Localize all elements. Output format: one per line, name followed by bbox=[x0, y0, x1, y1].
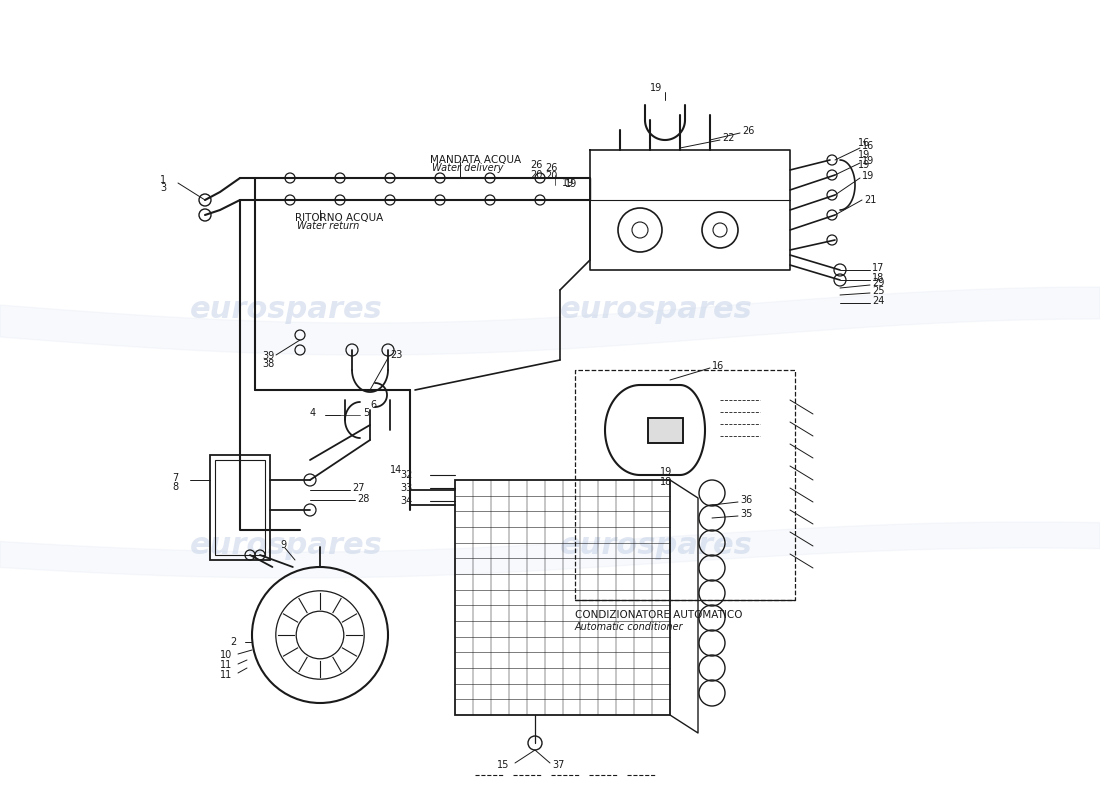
Text: 20: 20 bbox=[530, 170, 542, 180]
Text: 39: 39 bbox=[262, 351, 274, 361]
Text: 27: 27 bbox=[352, 483, 364, 493]
Text: 38: 38 bbox=[262, 359, 274, 369]
Text: 6: 6 bbox=[370, 400, 376, 410]
Text: 17: 17 bbox=[872, 263, 884, 273]
Text: 7: 7 bbox=[172, 473, 178, 483]
Text: 19: 19 bbox=[862, 171, 874, 181]
Text: 11: 11 bbox=[220, 670, 232, 680]
Text: CONDIZIONATORE AUTOMATICO: CONDIZIONATORE AUTOMATICO bbox=[575, 610, 743, 620]
Text: 19: 19 bbox=[858, 150, 870, 160]
Text: eurospares: eurospares bbox=[190, 530, 383, 559]
Text: 18: 18 bbox=[660, 477, 672, 487]
Text: 11: 11 bbox=[220, 660, 232, 670]
Text: 21: 21 bbox=[864, 195, 877, 205]
Text: 18: 18 bbox=[872, 273, 884, 283]
Text: 26: 26 bbox=[544, 163, 558, 173]
Bar bbox=[214, 460, 265, 555]
Text: 19: 19 bbox=[565, 179, 578, 189]
Bar bbox=[455, 480, 670, 715]
Text: 19: 19 bbox=[562, 178, 574, 188]
Text: 22: 22 bbox=[722, 133, 735, 143]
Text: 36: 36 bbox=[740, 495, 752, 505]
Text: 1: 1 bbox=[160, 175, 166, 185]
Text: 29: 29 bbox=[872, 278, 884, 288]
Text: 8: 8 bbox=[172, 482, 178, 492]
Text: 3: 3 bbox=[160, 183, 166, 193]
Text: 16: 16 bbox=[862, 141, 874, 151]
Text: 35: 35 bbox=[740, 509, 752, 519]
Text: 20: 20 bbox=[544, 171, 558, 181]
Text: 19: 19 bbox=[862, 156, 874, 166]
Text: 9: 9 bbox=[280, 540, 286, 550]
Text: 16: 16 bbox=[858, 138, 870, 148]
Text: eurospares: eurospares bbox=[190, 295, 383, 325]
Text: 32: 32 bbox=[400, 470, 412, 480]
Text: Water delivery: Water delivery bbox=[432, 163, 504, 173]
Text: 4: 4 bbox=[310, 408, 316, 418]
Text: Water return: Water return bbox=[297, 221, 360, 231]
Text: RITORNO ACQUA: RITORNO ACQUA bbox=[295, 213, 383, 223]
Text: 16: 16 bbox=[712, 361, 724, 371]
Text: eurospares: eurospares bbox=[560, 295, 752, 325]
Text: 19: 19 bbox=[650, 83, 662, 93]
Text: 25: 25 bbox=[872, 286, 884, 296]
Text: 19: 19 bbox=[660, 467, 672, 477]
Text: 5: 5 bbox=[363, 408, 370, 418]
Text: 19: 19 bbox=[858, 160, 870, 170]
Bar bbox=[210, 455, 270, 560]
Text: 26: 26 bbox=[742, 126, 755, 136]
Text: 33: 33 bbox=[400, 483, 412, 493]
Text: MANDATA ACQUA: MANDATA ACQUA bbox=[430, 155, 521, 165]
Text: 23: 23 bbox=[390, 350, 403, 360]
Text: 26: 26 bbox=[530, 160, 542, 170]
Bar bbox=[648, 418, 683, 443]
Text: eurospares: eurospares bbox=[560, 530, 752, 559]
Text: 34: 34 bbox=[400, 496, 412, 506]
Text: Automatic conditioner: Automatic conditioner bbox=[575, 622, 683, 632]
Text: 37: 37 bbox=[552, 760, 564, 770]
Text: 14: 14 bbox=[390, 465, 403, 475]
Text: 28: 28 bbox=[358, 494, 370, 504]
Text: 15: 15 bbox=[497, 760, 509, 770]
Text: 24: 24 bbox=[872, 296, 884, 306]
Bar bbox=[648, 418, 683, 443]
Text: 2: 2 bbox=[230, 637, 236, 647]
Text: 10: 10 bbox=[220, 650, 232, 660]
Bar bbox=[575, 370, 795, 600]
